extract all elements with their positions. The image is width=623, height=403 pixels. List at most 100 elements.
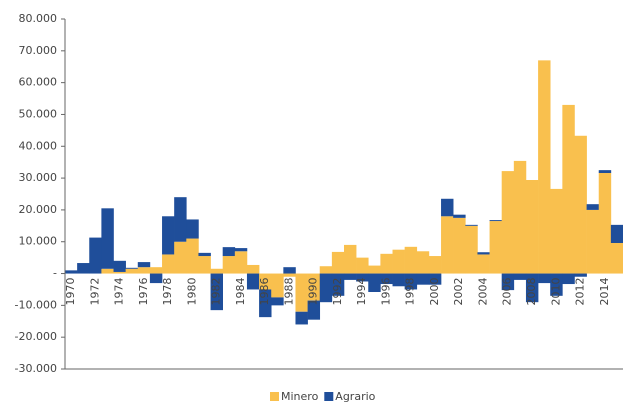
bar-segment — [428, 256, 442, 274]
bar-segment — [441, 198, 454, 217]
y-tick-label: -30.000 — [15, 362, 57, 375]
bar-segment — [489, 221, 502, 274]
bar-segment — [525, 273, 539, 303]
bar-segment — [319, 273, 333, 303]
x-tick-label: 1996 — [379, 278, 392, 306]
bar-segment — [368, 265, 381, 274]
x-tick-label: 1986 — [258, 278, 271, 306]
x-tick-label: 1974 — [113, 278, 126, 306]
legend-swatch — [270, 392, 279, 401]
bar-segment — [356, 273, 369, 282]
bar-segment — [246, 273, 260, 290]
y-tick-label: 80.000 — [19, 12, 58, 25]
x-tick-label: 1972 — [88, 278, 101, 306]
bar-segment — [404, 273, 418, 290]
bar-segment — [137, 267, 151, 274]
bar-segment — [550, 188, 563, 274]
bar-segment — [174, 241, 187, 274]
bar-segment — [295, 311, 308, 325]
bar-segment — [416, 273, 430, 285]
x-tick-label: 2014 — [598, 278, 611, 306]
bar-segment — [598, 173, 612, 274]
bar-segment — [319, 266, 333, 274]
bar-segment — [222, 247, 236, 257]
y-tick-label: -20.000 — [15, 330, 57, 343]
bar-segment — [574, 135, 587, 274]
legend-label: Agrario — [335, 390, 375, 403]
y-tick-label: -10.000 — [15, 298, 57, 311]
bar-segment — [271, 297, 284, 306]
bar-segment — [307, 273, 321, 301]
bar-segment — [198, 252, 211, 257]
bar-segment — [525, 180, 539, 274]
bar-segment — [198, 256, 211, 274]
bar-segment — [489, 220, 502, 222]
bar-segment — [234, 251, 248, 274]
legend-swatch — [324, 392, 334, 401]
bar-segment — [77, 263, 90, 274]
bar-segment — [283, 267, 296, 274]
y-tick-label: - — [53, 267, 57, 280]
y-tick-label: 70.000 — [19, 44, 58, 57]
x-tick-label: 1984 — [234, 278, 247, 306]
bar-segment — [453, 217, 466, 274]
bar-segment — [392, 249, 405, 274]
x-tick-label: 2002 — [452, 278, 465, 306]
x-tick-label: 1976 — [137, 278, 150, 306]
x-tick-label: 1978 — [161, 278, 174, 306]
bar-segment — [174, 197, 187, 242]
bar-segment — [501, 171, 515, 274]
x-tick-label: 1998 — [404, 278, 417, 306]
bar-segment — [234, 248, 248, 252]
bar-segment — [65, 270, 78, 274]
x-tick-label: 2004 — [477, 278, 490, 306]
bar-segment — [574, 273, 587, 277]
x-tick-label: 2012 — [574, 278, 587, 306]
bar-segment — [610, 243, 623, 274]
bar-segment — [356, 257, 369, 274]
bar-segment — [307, 300, 321, 320]
bar-segment — [610, 224, 623, 243]
bar-segment — [331, 251, 345, 274]
bar-segment — [538, 60, 551, 274]
x-tick-label: 1980 — [185, 278, 198, 306]
bar-segment — [162, 216, 175, 255]
bar-segment — [404, 246, 418, 274]
bar-segment — [246, 264, 260, 274]
bar-segment — [538, 273, 551, 284]
bar-segment — [550, 273, 563, 296]
bar-segment — [513, 273, 527, 280]
bar-segment — [368, 273, 381, 292]
bar-segment — [344, 244, 357, 274]
bar-segment — [113, 271, 126, 274]
bar-segment — [562, 104, 575, 274]
bar-segment — [259, 289, 272, 318]
bar-segment — [149, 273, 163, 284]
bar-segment — [477, 254, 490, 274]
bar-segment — [295, 273, 308, 312]
bar-segment — [380, 273, 393, 285]
bar-segment — [392, 273, 405, 287]
y-tick-label: 50.000 — [19, 107, 58, 120]
x-tick-label: 1970 — [64, 278, 77, 306]
bar-segment — [331, 273, 345, 296]
bar-segment — [101, 268, 114, 274]
bar-segment — [149, 267, 163, 274]
bar-segment — [586, 209, 600, 274]
bar-segment — [562, 273, 575, 285]
x-tick-label: 2010 — [549, 278, 562, 306]
bar-segment — [428, 273, 442, 285]
y-tick-label: 60.000 — [19, 76, 58, 89]
bar-segment — [271, 273, 284, 298]
legend-label: Minero — [281, 390, 319, 403]
y-tick-label: 30.000 — [19, 171, 58, 184]
x-tick-label: 1990 — [307, 278, 320, 306]
bar-segment — [465, 224, 478, 226]
bar-segment — [113, 260, 126, 272]
bar-segment — [101, 208, 114, 269]
x-tick-label: 2000 — [428, 278, 441, 306]
x-tick-label: 1992 — [331, 278, 344, 306]
x-tick-label: 2008 — [525, 278, 538, 306]
bar-segment — [283, 273, 296, 277]
